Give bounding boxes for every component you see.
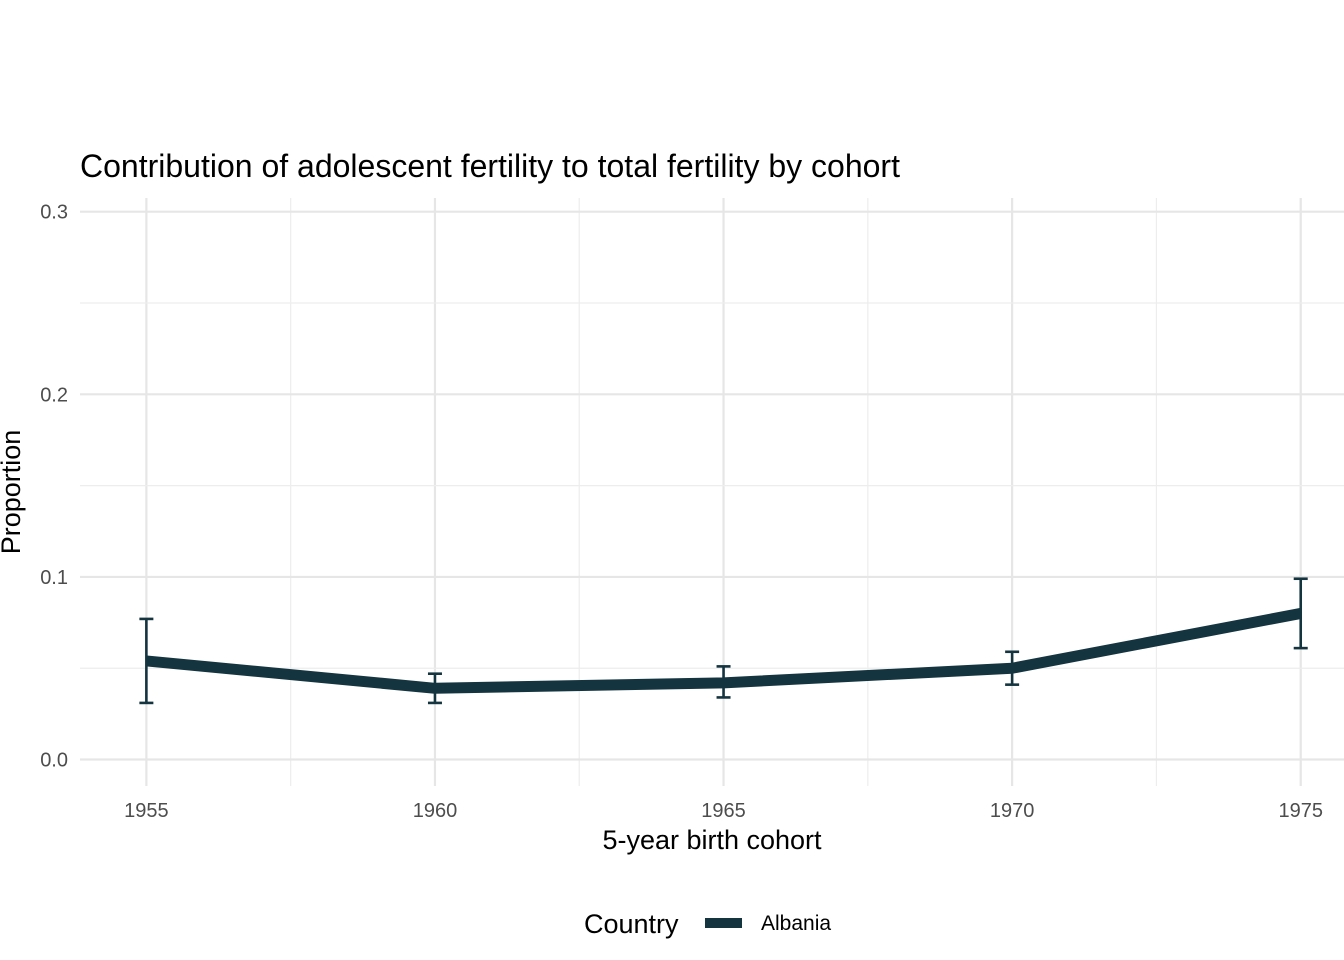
legend: Country Albania	[584, 909, 831, 939]
series-line	[145, 608, 1302, 694]
x-tick-label: 1970	[990, 800, 1035, 822]
y-axis-title: Proportion	[0, 430, 26, 555]
x-tick-label: 1960	[413, 800, 458, 822]
y-tick-label: 0.0	[40, 750, 68, 772]
legend-key	[705, 918, 742, 928]
series-lines	[145, 608, 1302, 694]
y-tick-label: 0.2	[40, 384, 68, 406]
x-tick-label: 1975	[1278, 800, 1323, 822]
grid	[80, 198, 1344, 786]
y-tick-label: 0.1	[40, 567, 68, 589]
chart-title: Contribution of adolescent fertility to …	[80, 148, 900, 184]
x-tick-labels: 1955 1960 1965 1970 1975	[124, 800, 1323, 822]
x-tick-label: 1965	[701, 800, 746, 822]
x-axis-title: 5-year birth cohort	[602, 825, 822, 855]
x-tick-label: 1955	[124, 800, 169, 822]
y-tick-label: 0.3	[40, 202, 68, 224]
legend-label: Albania	[761, 912, 831, 935]
y-tick-labels: 0.0 0.1 0.2 0.3	[40, 202, 68, 772]
legend-title: Country	[584, 909, 679, 939]
